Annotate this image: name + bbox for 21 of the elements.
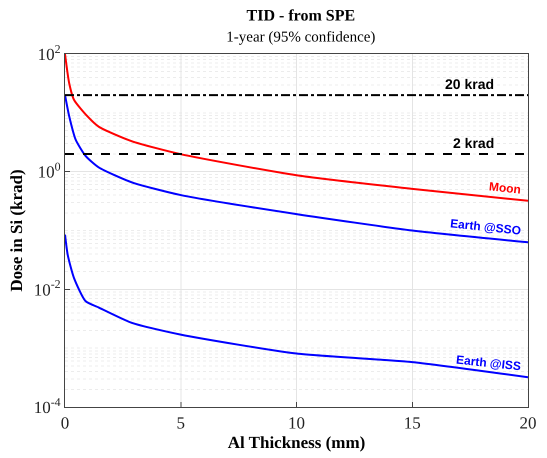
- y-tick-label: 10$^{2}$: [38, 42, 61, 64]
- line-series: [65, 234, 528, 378]
- line-series: [65, 54, 528, 202]
- x-tick-label: 5: [176, 413, 185, 432]
- y-tick-label: 10$^{0}$: [38, 159, 61, 182]
- text: Earth @ISS: [455, 352, 522, 374]
- text: Moon: [488, 179, 522, 197]
- x-tick-label: 10: [288, 413, 305, 432]
- ref-line-label: 2 krad: [453, 135, 494, 151]
- x-axis-title: Al Thickness (mm): [228, 432, 366, 452]
- text: Earth @SSO: [450, 216, 522, 238]
- chart-subtitle: 1-year (95% confidence): [226, 29, 376, 46]
- y-tick-label: 10$^{-4}$: [34, 394, 61, 417]
- x-tick-label: 20: [520, 413, 536, 432]
- chart-title: TID - from SPE: [246, 8, 356, 25]
- line-series: [65, 94, 528, 244]
- x-tick-label: 15: [404, 413, 421, 432]
- y-axis-title: Dose in Si (krad): [7, 169, 26, 292]
- y-tick-label: 10$^{-2}$: [34, 277, 61, 300]
- x-tick-label: 0: [60, 413, 70, 432]
- ref-line-label: 20 krad: [445, 76, 494, 92]
